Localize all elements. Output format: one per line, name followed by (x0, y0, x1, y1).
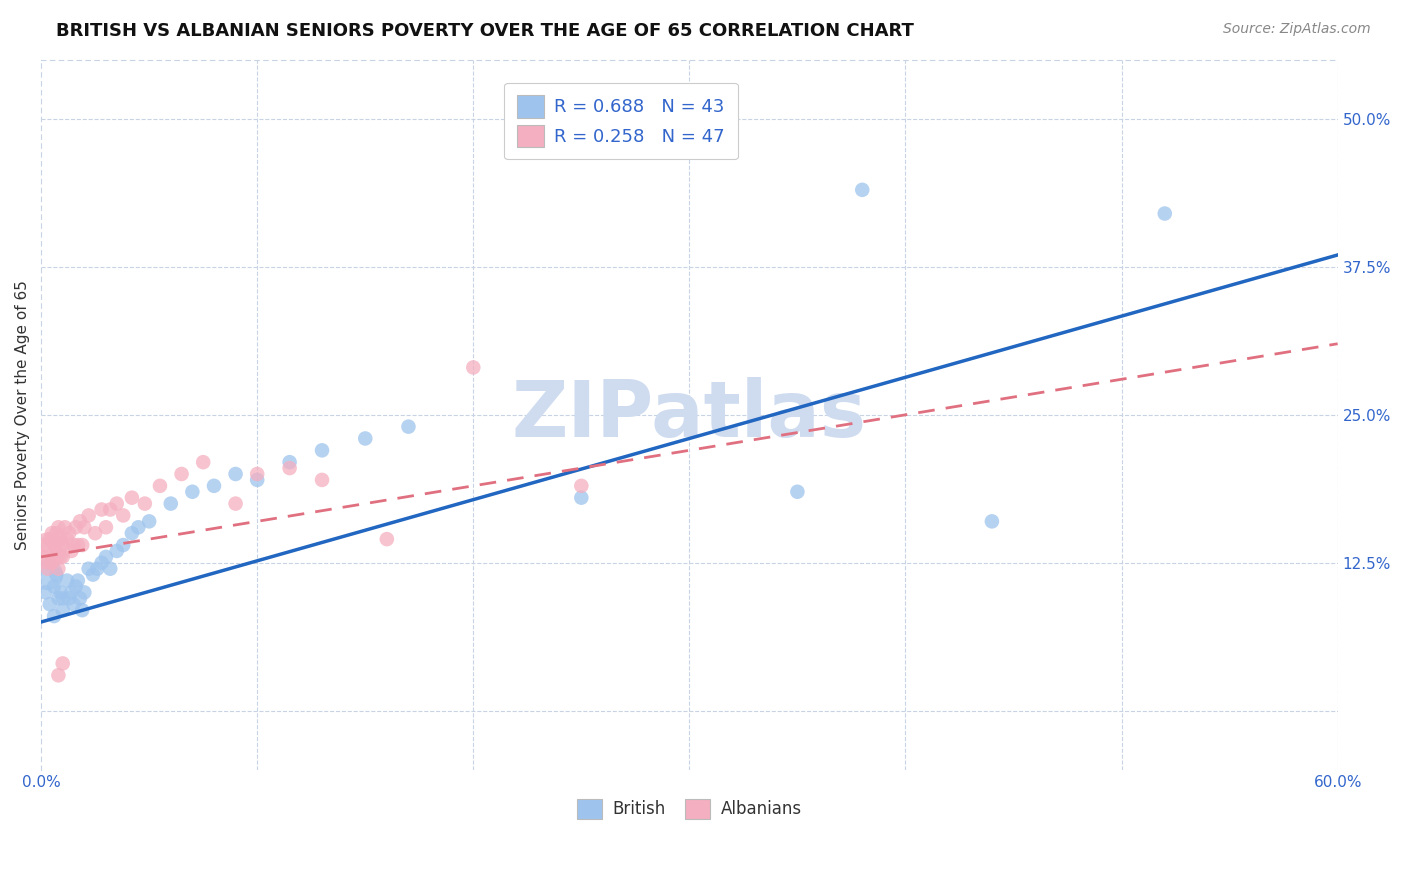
Point (48, 668, 70, 682)
Point (52, 657, 75, 671)
Text: Source: ZipAtlas.com: Source: ZipAtlas.com (1223, 22, 1371, 37)
Point (65, 579, 87, 593)
Point (980, 514, 1002, 528)
Point (278, 455, 301, 469)
Point (49, 585, 72, 599)
Point (112, 538, 135, 552)
Y-axis label: Seniors Poverty Over the Age of 65: Seniors Poverty Over the Age of 65 (15, 280, 30, 549)
Point (52, 603, 75, 617)
Point (60, 585, 83, 599)
Point (52, 549, 75, 564)
Point (60, 544, 83, 558)
Point (112, 508, 135, 523)
Point (41, 526, 63, 541)
Point (73, 585, 96, 599)
Point (90, 556, 112, 570)
Point (121, 526, 143, 541)
Point (225, 497, 247, 511)
Point (138, 514, 160, 528)
Point (70, 538, 93, 552)
Point (52, 538, 75, 552)
Point (159, 497, 181, 511)
Point (48, 562, 70, 576)
Point (52, 591, 75, 606)
Point (569, 491, 592, 505)
Point (354, 432, 377, 446)
Point (77, 508, 100, 523)
Point (82, 567, 104, 582)
Point (127, 520, 149, 534)
Point (37, 562, 59, 576)
Point (48, 520, 70, 534)
Point (311, 473, 333, 487)
Point (32, 549, 55, 564)
Point (86, 562, 108, 576)
Point (98, 562, 121, 576)
Point (90, 502, 112, 516)
Point (69, 514, 91, 528)
Point (65, 520, 87, 534)
Text: ZIPatlas: ZIPatlas (512, 376, 868, 453)
Point (49, 532, 72, 546)
Point (121, 491, 143, 505)
Point (463, 360, 485, 375)
Point (48, 591, 70, 606)
Text: BRITISH VS ALBANIAN SENIORS POVERTY OVER THE AGE OF 65 CORRELATION CHART: BRITISH VS ALBANIAN SENIORS POVERTY OVER… (56, 22, 914, 40)
Point (49, 549, 72, 564)
Point (45, 526, 67, 541)
Point (53, 520, 76, 534)
Point (73, 520, 96, 534)
Point (311, 443, 333, 458)
Point (181, 484, 204, 499)
Point (66, 538, 89, 552)
Legend: British, Albanians: British, Albanians (571, 792, 808, 826)
Point (34, 538, 56, 552)
Point (225, 467, 247, 481)
Point (38, 597, 60, 611)
Point (246, 473, 269, 487)
Point (56, 574, 79, 588)
Point (398, 419, 420, 434)
Point (278, 461, 301, 475)
Point (62, 597, 84, 611)
Point (193, 455, 215, 469)
Point (94, 520, 117, 534)
Point (58, 591, 80, 606)
Point (42, 549, 65, 564)
Point (42, 609, 65, 624)
Point (246, 467, 269, 481)
Point (1153, 206, 1175, 220)
Point (569, 479, 592, 493)
Point (38, 532, 60, 546)
Point (94, 549, 117, 564)
Point (58, 526, 80, 541)
Point (84, 526, 107, 541)
Point (62, 538, 84, 552)
Point (56, 532, 79, 546)
Point (105, 497, 128, 511)
Point (851, 183, 873, 197)
Point (69, 591, 91, 606)
Point (77, 562, 100, 576)
Point (375, 532, 398, 546)
Point (45, 544, 67, 558)
Point (34, 585, 56, 599)
Point (202, 479, 225, 493)
Point (134, 497, 156, 511)
Point (37, 544, 59, 558)
Point (170, 467, 193, 481)
Point (70, 603, 93, 617)
Point (786, 484, 808, 499)
Point (66, 574, 89, 588)
Point (37, 567, 59, 582)
Point (149, 479, 172, 493)
Point (42, 579, 65, 593)
Point (41, 556, 63, 570)
Point (45, 567, 67, 582)
Point (42, 538, 65, 552)
Point (98, 502, 121, 516)
Point (105, 544, 128, 558)
